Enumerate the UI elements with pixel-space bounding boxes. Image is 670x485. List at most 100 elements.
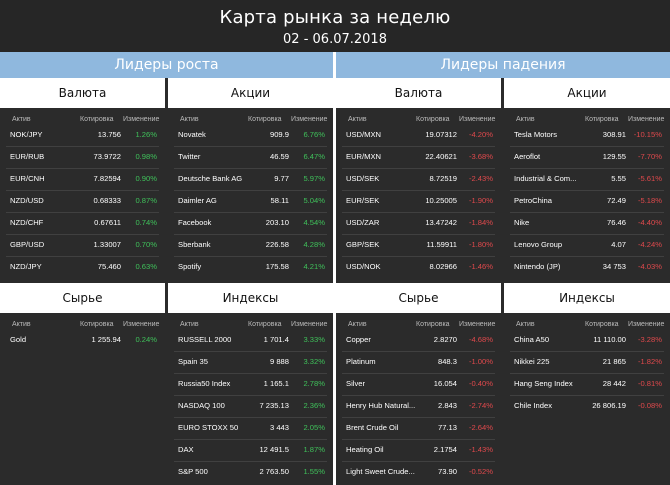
table-row[interactable]: PetroChina 72.49 -5.18% bbox=[514, 190, 664, 212]
column-header-asset: Актив bbox=[180, 321, 199, 328]
asset-name: RUSSELL 2000 bbox=[178, 335, 232, 344]
table-row[interactable]: China A50 11 110.00 -3.28% bbox=[514, 329, 664, 351]
table-row[interactable]: Industrial & Com... 5.55 -5.61% bbox=[514, 168, 664, 190]
table-row[interactable]: Heating Oil 2.1754 -1.43% bbox=[346, 439, 495, 461]
table-row[interactable]: Gold 1 255.94 0.24% bbox=[10, 329, 159, 351]
asset-name: Facebook bbox=[178, 218, 212, 227]
column-header-change: Изменение bbox=[123, 321, 160, 328]
asset-quote: 175.58 bbox=[265, 262, 289, 271]
table-row[interactable]: RUSSELL 2000 1 701.4 3.33% bbox=[178, 329, 327, 351]
leaders-down-title: Лидеры падения bbox=[440, 57, 566, 73]
asset-change: 5.04% bbox=[303, 196, 325, 205]
table-row[interactable]: Twitter 46.59 6.47% bbox=[178, 146, 327, 168]
row-divider bbox=[6, 190, 159, 191]
table-row[interactable]: Facebook 203.10 4.54% bbox=[178, 212, 327, 234]
table-row[interactable]: Novatek 909.9 6.76% bbox=[178, 124, 327, 146]
table-row[interactable]: Nike 76.46 -4.40% bbox=[514, 212, 664, 234]
asset-quote: 129.55 bbox=[602, 152, 626, 161]
row-divider bbox=[510, 212, 664, 213]
row-divider bbox=[510, 373, 664, 374]
asset-name: Heating Oil bbox=[346, 445, 384, 454]
table-row[interactable]: NZD/JPY 75.460 0.63% bbox=[10, 256, 159, 278]
asset-quote: 9 888 bbox=[269, 357, 289, 366]
asset-change: 1.55% bbox=[303, 467, 325, 476]
table-row[interactable]: USD/SEK 8.72519 -2.43% bbox=[346, 168, 495, 190]
row-divider bbox=[510, 146, 664, 147]
asset-change: 0.90% bbox=[135, 174, 157, 183]
leaders-down-commodities-table: Актив Котировка Изменение Copper 2.8270 -4.68… bbox=[336, 313, 501, 485]
table-row[interactable]: USD/ZAR 13.47242 -1.84% bbox=[346, 212, 495, 234]
leaders-down-currency-table: Актив Котировка Изменение USD/MXN 19.07312 -4… bbox=[336, 108, 501, 283]
asset-change: -2.64% bbox=[468, 423, 493, 432]
asset-name: PetroChina bbox=[514, 196, 552, 205]
table-row[interactable]: EUR/SEK 10.25005 -1.90% bbox=[346, 190, 495, 212]
asset-quote: 9.77 bbox=[274, 174, 289, 183]
table-row[interactable]: GBP/SEK 11.59911 -1.80% bbox=[346, 234, 495, 256]
asset-name: USD/SEK bbox=[346, 174, 380, 183]
leaders-up-stocks-title: Акции bbox=[168, 78, 333, 108]
asset-name: Chile Index bbox=[514, 401, 552, 410]
asset-name: USD/NOK bbox=[346, 262, 381, 271]
asset-change: -1.43% bbox=[468, 445, 493, 454]
table-row[interactable]: Silver 16.054 -0.40% bbox=[346, 373, 495, 395]
table-row[interactable]: Daimler AG 58.11 5.04% bbox=[178, 190, 327, 212]
table-row[interactable]: Nintendo (JP) 34 753 -4.03% bbox=[514, 256, 664, 278]
asset-quote: 0.68333 bbox=[93, 196, 121, 205]
row-divider bbox=[510, 234, 664, 235]
table-row[interactable]: NOK/JPY 13.756 1.26% bbox=[10, 124, 159, 146]
asset-change: -5.61% bbox=[637, 174, 662, 183]
asset-change: -2.43% bbox=[468, 174, 493, 183]
table-row[interactable]: Tesla Motors 308.91 -10.15% bbox=[514, 124, 664, 146]
asset-name: Silver bbox=[346, 379, 365, 388]
table-row[interactable]: Light Sweet Crude... 73.90 -0.52% bbox=[346, 461, 495, 483]
row-divider bbox=[174, 190, 327, 191]
table-row[interactable]: EUR/CNH 7.82594 0.90% bbox=[10, 168, 159, 190]
table-row[interactable]: Chile Index 26 806.19 -0.08% bbox=[514, 395, 664, 417]
table-row[interactable]: Hang Seng Index 28 442 -0.81% bbox=[514, 373, 664, 395]
asset-name: NOK/JPY bbox=[10, 130, 43, 139]
table-row[interactable]: Brent Crude Oil 77.13 -2.64% bbox=[346, 417, 495, 439]
table-row[interactable]: EUR/MXN 22.40621 -3.68% bbox=[346, 146, 495, 168]
table-row[interactable]: NZD/CHF 0.67611 0.74% bbox=[10, 212, 159, 234]
table-row[interactable]: NASDAQ 100 7 235.13 2.36% bbox=[178, 395, 327, 417]
table-row[interactable]: NZD/USD 0.68333 0.87% bbox=[10, 190, 159, 212]
table-row[interactable]: Aeroflot 129.55 -7.70% bbox=[514, 146, 664, 168]
asset-quote: 76.46 bbox=[606, 218, 626, 227]
row-divider bbox=[174, 461, 327, 462]
date-range: 02 - 06.07.2018 bbox=[283, 32, 387, 47]
asset-quote: 34 753 bbox=[602, 262, 626, 271]
table-row[interactable]: Henry Hub Natural... 2.843 -2.74% bbox=[346, 395, 495, 417]
table-row[interactable]: Lenovo Group 4.07 -4.24% bbox=[514, 234, 664, 256]
asset-change: -0.52% bbox=[468, 467, 493, 476]
asset-name: DAX bbox=[178, 445, 194, 454]
row-divider bbox=[342, 417, 495, 418]
asset-change: 0.70% bbox=[135, 240, 157, 249]
asset-change: -1.84% bbox=[468, 218, 493, 227]
column-header-change: Изменение bbox=[628, 116, 665, 123]
table-row[interactable]: Deutsche Bank AG 9.77 5.97% bbox=[178, 168, 327, 190]
asset-quote: 2.843 bbox=[437, 401, 457, 410]
table-row[interactable]: Sberbank 226.58 4.28% bbox=[178, 234, 327, 256]
row-divider bbox=[6, 168, 159, 169]
table-row[interactable]: USD/NOK 8.02966 -1.46% bbox=[346, 256, 495, 278]
asset-name: Deutsche Bank AG bbox=[178, 174, 243, 183]
leaders-down-stocks-table: Актив Котировка Изменение Tesla Motors 308.9… bbox=[504, 108, 670, 283]
table-row[interactable]: Platinum 848.3 -1.00% bbox=[346, 351, 495, 373]
table-row[interactable]: Copper 2.8270 -4.68% bbox=[346, 329, 495, 351]
table-row[interactable]: Russia50 Index 1 165.1 2.78% bbox=[178, 373, 327, 395]
table-row[interactable]: S&P 500 2 763.50 1.55% bbox=[178, 461, 327, 483]
table-row[interactable]: EURO STOXX 50 3 443 2.05% bbox=[178, 417, 327, 439]
row-divider bbox=[510, 395, 664, 396]
table-row[interactable]: Spain 35 9 888 3.32% bbox=[178, 351, 327, 373]
asset-change: -1.82% bbox=[637, 357, 662, 366]
table-row[interactable]: GBP/USD 1.33007 0.70% bbox=[10, 234, 159, 256]
table-row[interactable]: Spotify 175.58 4.21% bbox=[178, 256, 327, 278]
asset-change: 4.21% bbox=[303, 262, 325, 271]
table-row[interactable]: DAX 12 491.5 1.87% bbox=[178, 439, 327, 461]
asset-quote: 308.91 bbox=[602, 130, 626, 139]
asset-quote: 4.07 bbox=[611, 240, 626, 249]
table-row[interactable]: Nikkei 225 21 865 -1.82% bbox=[514, 351, 664, 373]
asset-name: NZD/CHF bbox=[10, 218, 44, 227]
table-row[interactable]: USD/MXN 19.07312 -4.20% bbox=[346, 124, 495, 146]
table-row[interactable]: EUR/RUB 73.9722 0.98% bbox=[10, 146, 159, 168]
